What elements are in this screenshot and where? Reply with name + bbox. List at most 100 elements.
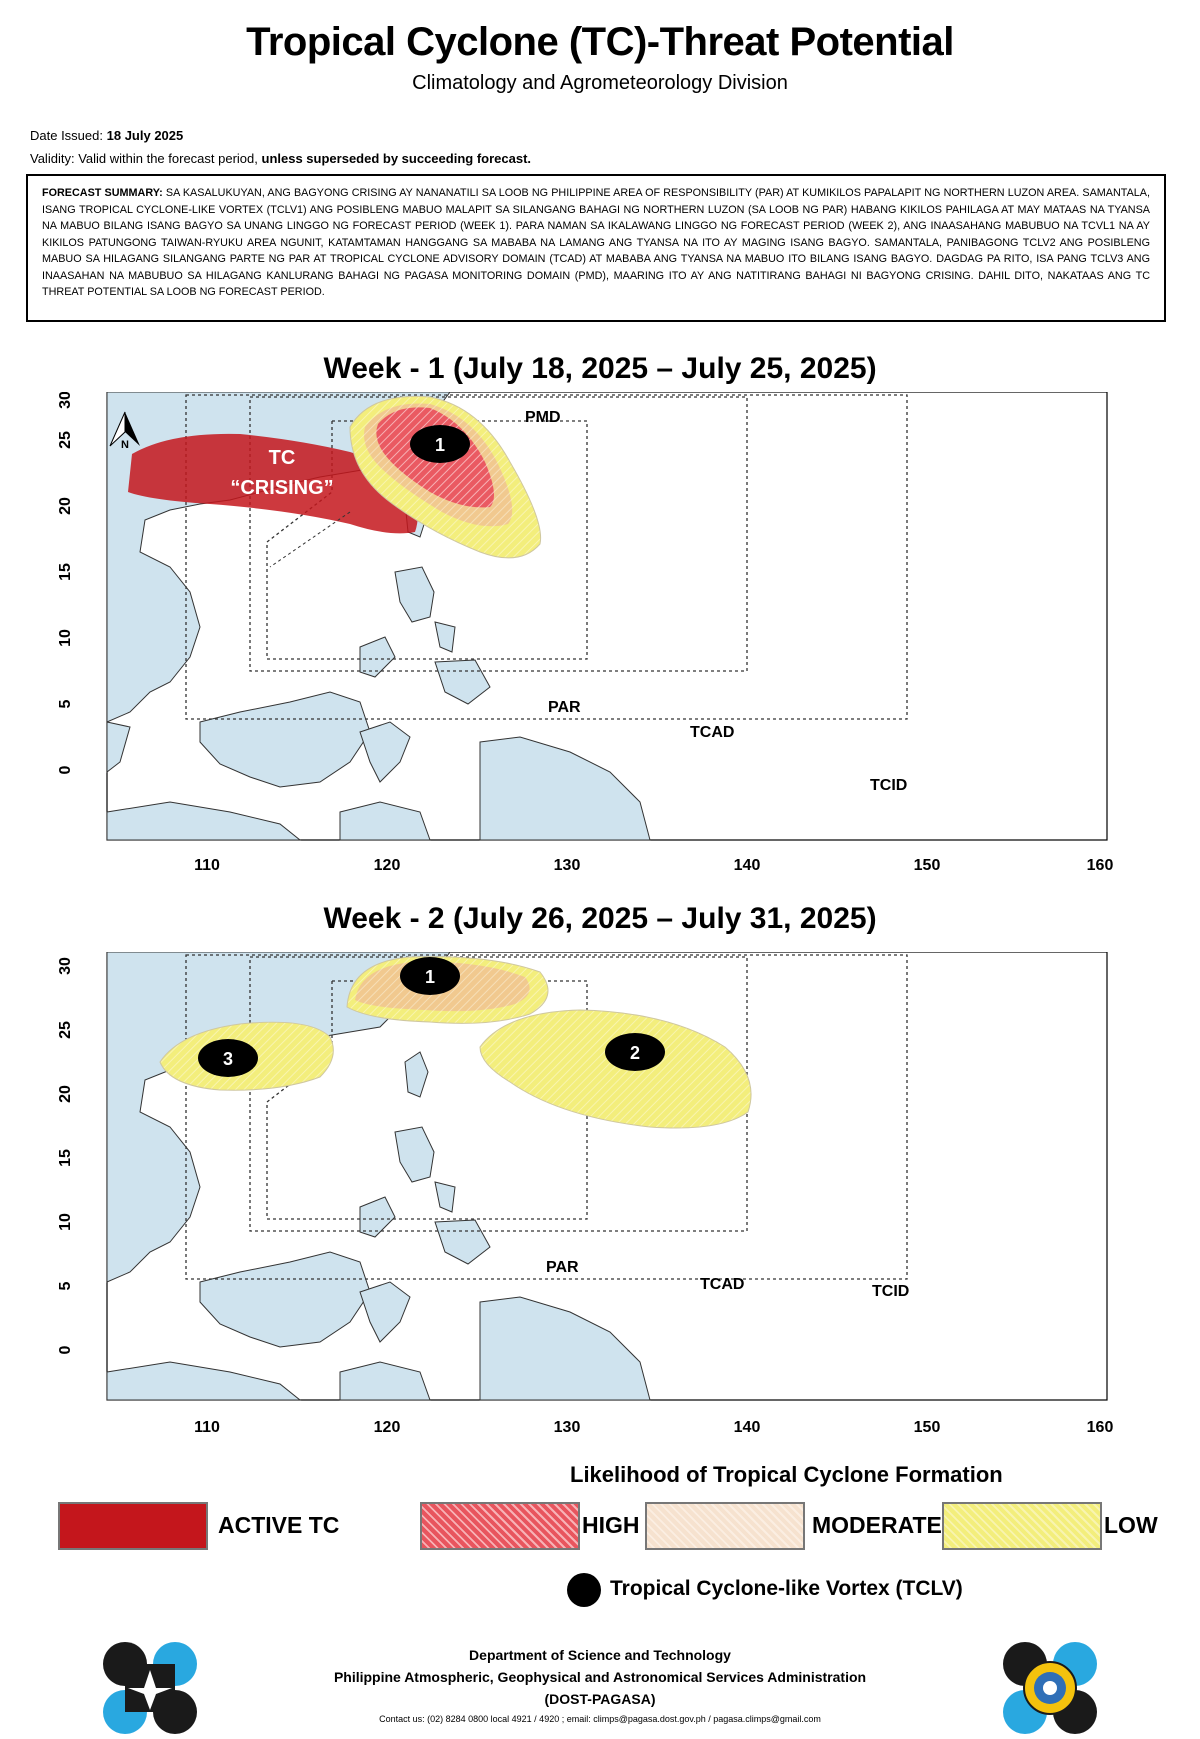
week1-title: Week - 1 (July 18, 2025 – July 25, 2025) xyxy=(323,352,877,385)
tcad-box xyxy=(249,956,748,1232)
pagasa-logo xyxy=(1003,1642,1097,1734)
forecast-summary: FORECAST SUMMARY: SA KASALUKUYAN, ANG BA… xyxy=(26,174,1166,322)
y-tick: 20 xyxy=(57,497,74,515)
sumatra-java xyxy=(106,801,302,841)
x-tick: 110 xyxy=(194,857,220,872)
page-subtitle: Climatology and Agrometeorology Division xyxy=(412,72,788,94)
sulawesi xyxy=(359,721,411,783)
borneo xyxy=(199,691,371,788)
legend-label-low: LOW xyxy=(1104,1512,1158,1538)
legend-swatch-high xyxy=(420,1502,580,1550)
x-axis: 110 120 130 140 150 160 xyxy=(194,857,1113,872)
x-tick: 130 xyxy=(554,1419,581,1436)
footer-line3: (DOST-PAGASA) xyxy=(544,1691,656,1707)
north-arrow-icon: N xyxy=(109,411,140,451)
par-box xyxy=(266,420,588,660)
active-tc-label-1: TC xyxy=(269,447,296,469)
active-tc-crising-area xyxy=(128,433,418,534)
x-axis: 110 120 130 140 150 160 xyxy=(194,1419,1113,1436)
active-tc-label-2: “CRISING” xyxy=(230,477,333,499)
palawan xyxy=(359,636,396,678)
tclv2-low-area xyxy=(479,1009,752,1129)
tclv1-marker xyxy=(410,425,470,463)
java-east xyxy=(339,801,431,841)
legend-label-high: HIGH xyxy=(582,1512,640,1538)
visayas xyxy=(434,621,456,653)
tcid-box xyxy=(185,954,908,1280)
tcid-label: TCID xyxy=(872,1283,909,1300)
y-tick: 30 xyxy=(57,957,74,975)
borneo xyxy=(199,1251,371,1348)
y-tick: 20 xyxy=(57,1085,74,1103)
svg-text:N: N xyxy=(121,439,129,451)
y-tick: 30 xyxy=(57,392,74,409)
x-tick: 160 xyxy=(1087,1419,1114,1436)
validity: Validity: Valid within the forecast peri… xyxy=(30,151,531,166)
x-tick: 140 xyxy=(734,1419,761,1436)
taiwan xyxy=(404,1051,429,1098)
page-title: Tropical Cyclone (TC)-Threat Potential xyxy=(246,20,954,64)
legend-swatch-active xyxy=(58,1502,208,1550)
date-issued-value: 18 July 2025 xyxy=(106,128,184,143)
y-tick: 10 xyxy=(57,629,74,647)
date-issued: Date Issued: 18 July 2025 xyxy=(30,128,183,143)
x-tick: 130 xyxy=(554,857,581,872)
footer-line2: Philippine Atmospheric, Geophysical and … xyxy=(333,1669,867,1685)
legend-swatch-moderate xyxy=(645,1502,805,1550)
y-tick: 0 xyxy=(57,765,74,774)
date-issued-label: Date Issued: xyxy=(30,128,103,143)
y-tick: 0 xyxy=(57,1345,74,1354)
tcad-label: TCAD xyxy=(700,1276,744,1293)
y-axis: 0 5 10 15 20 25 30 xyxy=(57,392,74,774)
footer-contact: Contact us: (02) 8284 0800 local 4921 / … xyxy=(379,1714,821,1724)
tclv3-label: 3 xyxy=(223,1049,233,1069)
sumatra-java xyxy=(106,1361,302,1401)
forecast-summary-text: SA KASALUKUYAN, ANG BAGYONG CRISING AY N… xyxy=(42,187,1151,298)
y-tick: 15 xyxy=(57,1149,74,1167)
new-guinea xyxy=(479,1296,651,1401)
x-tick: 150 xyxy=(914,857,941,872)
y-tick: 25 xyxy=(57,431,74,449)
y-axis: 0 5 10 15 20 25 30 xyxy=(57,957,74,1354)
x-tick: 140 xyxy=(734,857,761,872)
legend-swatch-low xyxy=(942,1502,1102,1550)
legend-label-moderate: MODERATE xyxy=(812,1512,942,1538)
y-tick: 10 xyxy=(57,1213,74,1231)
legend-label-active: ACTIVE TC xyxy=(218,1512,340,1538)
week2-map: 3 2 1 PMD PAR TCAD TCID 0 5 10 15 20 25 … xyxy=(57,952,1113,1436)
tclv2-marker xyxy=(605,1033,665,1071)
forecast-summary-label: FORECAST SUMMARY: xyxy=(42,187,163,199)
tcad-label: TCAD xyxy=(690,724,734,741)
tclv2-label: 2 xyxy=(630,1043,640,1063)
validity-text: Valid within the forecast period, xyxy=(78,151,258,166)
tclv3-marker xyxy=(198,1039,258,1077)
x-tick: 150 xyxy=(914,1419,941,1436)
week1-map: TC “CRISING” 1 PMD PAR TCAD TCID N 0 5 1… xyxy=(57,392,1113,872)
sulawesi xyxy=(359,1281,411,1343)
validity-label: Validity: xyxy=(30,151,75,166)
tc-track xyxy=(269,511,351,568)
luzon xyxy=(394,1126,435,1183)
tclv1-marker xyxy=(400,957,460,995)
y-tick: 5 xyxy=(57,699,74,708)
y-tick: 25 xyxy=(57,1021,74,1039)
pmd-label: PMD xyxy=(525,409,561,426)
luzon xyxy=(394,566,435,623)
x-tick: 120 xyxy=(374,1419,401,1436)
domain-boxes xyxy=(185,394,908,720)
par-label: PAR xyxy=(546,1259,579,1276)
tclv-legend-label: Tropical Cyclone-like Vortex (TCLV) xyxy=(610,1577,963,1600)
footer-line1: Department of Science and Technology xyxy=(469,1647,731,1663)
par-box xyxy=(266,980,588,1220)
dost-logo xyxy=(103,1642,197,1734)
tclv1-label: 1 xyxy=(425,967,435,987)
legend-title: Likelihood of Tropical Cyclone Formation xyxy=(570,1462,1003,1487)
validity-bold: unless superseded by succeeding forecast… xyxy=(261,151,532,166)
y-tick: 5 xyxy=(57,1281,74,1290)
tclv1-label: 1 xyxy=(435,435,445,455)
tcid-label: TCID xyxy=(870,777,907,794)
par-label: PAR xyxy=(548,699,581,716)
tcad-box xyxy=(249,396,748,672)
x-tick: 120 xyxy=(374,857,401,872)
indochina-south xyxy=(106,721,131,774)
